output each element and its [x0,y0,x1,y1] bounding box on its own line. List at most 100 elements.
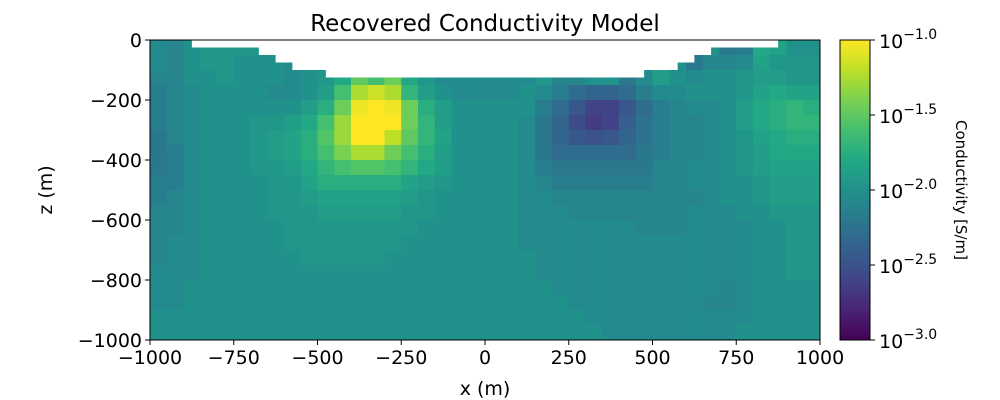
heatmap-cell [183,85,201,101]
heatmap-cell [585,280,603,296]
heatmap-cell [568,115,586,131]
y-axis: 0 −200 −400 −600 −800 −1000 [78,30,150,352]
heatmap-cell [485,205,503,221]
heatmap-cell [418,115,436,131]
heatmap-cell [518,235,536,251]
heatmap-cell [702,130,720,146]
heatmap-cell [334,265,352,281]
heatmap-cell [635,280,653,296]
heatmap-cell [635,85,653,101]
colorbar-tick-label: 10−1.0 [879,27,937,53]
heatmap-cell [233,100,251,116]
x-tick-label: −500 [291,347,343,369]
heatmap-cell [217,70,235,86]
heatmap-cell [451,160,469,176]
heatmap-cell [669,265,687,281]
heatmap-cell [334,235,352,251]
heatmap-cell [769,325,787,341]
heatmap-cell [518,250,536,266]
heatmap-cell [300,130,318,146]
heatmap-cell [334,295,352,311]
heatmap-cell [803,190,821,206]
heatmap-cell [769,145,787,161]
y-axis-label: z (m) [35,165,57,214]
heatmap-cell [702,325,720,341]
heatmap-cell [418,85,436,101]
heatmap-cell [535,250,553,266]
heatmap-cell [736,85,754,101]
heatmap-cell [317,100,335,116]
heatmap-cell [300,175,318,191]
heatmap-cell [284,175,302,191]
heatmap-cell [535,220,553,236]
heatmap-cell [267,250,285,266]
heatmap-cell [334,100,352,116]
heatmap-cell [351,325,369,341]
heatmap-cell [300,265,318,281]
heatmap-cell [267,175,285,191]
heatmap-cell [635,115,653,131]
heatmap-cell [267,190,285,206]
heatmap-cell [736,100,754,116]
heatmap-cell [702,235,720,251]
heatmap-cell [418,145,436,161]
heatmap-cell [434,325,452,341]
heatmap-cell [652,175,670,191]
heatmap-cell [367,280,385,296]
heatmap-cell [501,85,519,101]
heatmap-cell [518,145,536,161]
heatmap-cell [284,145,302,161]
heatmap-cell [200,55,218,71]
heatmap-cell [367,325,385,341]
heatmap-cell [753,220,771,236]
x-tick-label: −1000 [118,347,182,369]
heatmap-cell [401,205,419,221]
heatmap-cell [334,145,352,161]
heatmap-cell [434,235,452,251]
heatmap-cell [786,130,804,146]
heatmap-cell [535,280,553,296]
heatmap-cell [602,190,620,206]
heatmap-cell [233,250,251,266]
heatmap-cell [200,115,218,131]
heatmap-cell [753,175,771,191]
heatmap-cell [367,115,385,131]
heatmap-cell [300,205,318,221]
heatmap-cell [719,115,737,131]
heatmap-cell [602,160,620,176]
heatmap-cell [401,310,419,326]
heatmap-cell [702,220,720,236]
heatmap-cell [619,325,637,341]
heatmap-cell [769,190,787,206]
heatmap-cell [166,100,184,116]
heatmap-cell [786,220,804,236]
heatmap-cell [568,325,586,341]
heatmap-cell [351,280,369,296]
heatmap-cell [635,295,653,311]
heatmap-cell [602,265,620,281]
heatmap-cell [669,85,687,101]
heatmap-cell [267,145,285,161]
heatmap-cell [485,295,503,311]
colorbar-tick-label: 10−2.5 [879,252,937,278]
heatmap-cell [200,220,218,236]
heatmap-cell [669,145,687,161]
heatmap-cell [334,220,352,236]
heatmap-cell [652,145,670,161]
heatmap-cell [468,175,486,191]
heatmap-cell [652,250,670,266]
heatmap-cell [200,160,218,176]
heatmap-cell [568,145,586,161]
heatmap-cell [351,85,369,101]
heatmap-cell [535,295,553,311]
heatmap-cell [217,235,235,251]
heatmap-cell [686,295,704,311]
heatmap-cell [686,70,704,86]
heatmap-cell [803,220,821,236]
heatmap-cell [619,100,637,116]
heatmap-cell [552,250,570,266]
heatmap-cell [233,205,251,221]
heatmap-cell [166,280,184,296]
heatmap-cell [401,265,419,281]
heatmap-cell [468,325,486,341]
